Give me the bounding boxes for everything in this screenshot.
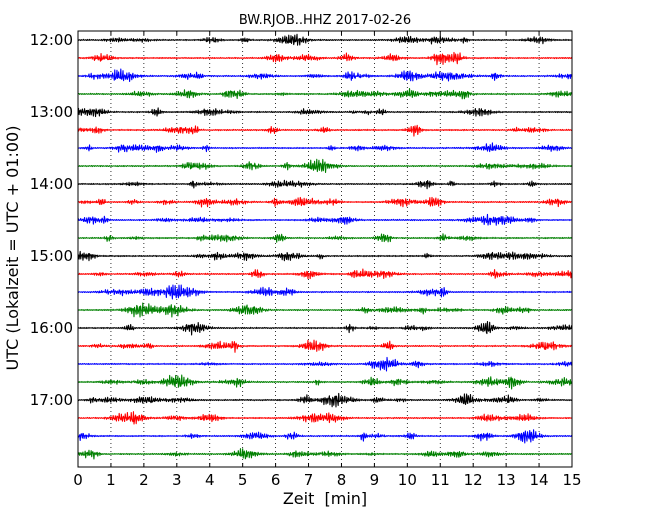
seismic-trace-1445: [77, 233, 573, 243]
seismic-trace-1330: [77, 142, 573, 153]
seismic-trace-1430: [77, 213, 573, 226]
seismic-trace-1745: [77, 448, 573, 460]
x-tick-label: 15: [562, 471, 581, 489]
y-tick-label: 17:00: [30, 391, 73, 409]
x-tick-label: 7: [304, 471, 314, 489]
y-tick-label: 13:00: [30, 103, 73, 121]
x-tick-label: 11: [431, 471, 450, 489]
x-tick-label: 3: [172, 471, 182, 489]
x-tick-label: 4: [205, 471, 215, 489]
x-tick-label: 9: [370, 471, 380, 489]
seismic-trace-1715: [77, 411, 573, 425]
seismic-trace-1615: [77, 339, 573, 353]
y-tick-label: 15:00: [30, 247, 73, 265]
seismic-trace-1700: [77, 392, 573, 408]
y-tick-label: 16:00: [30, 319, 73, 337]
seismic-trace-1645: [77, 374, 573, 390]
x-tick-label: 13: [497, 471, 516, 489]
x-tick-label: 5: [238, 471, 248, 489]
seismic-trace-1500: [77, 250, 573, 262]
x-tick-label: 14: [530, 471, 549, 489]
seismic-trace-1345: [77, 158, 573, 174]
axis-ticks: 0 1 2 3 4 5 6 7 8 9 10 11 12 13 14 1512:0013:0014:0015:…: [30, 31, 582, 489]
seismic-trace-1515: [77, 268, 573, 280]
seismic-trace-1215: [77, 51, 573, 66]
y-tick-label: 12:00: [30, 31, 73, 49]
seismic-trace-1730: [77, 429, 573, 444]
x-axis-label: Zeit [min]: [283, 489, 367, 508]
y-tick-label: 14:00: [30, 175, 73, 193]
seismic-traces: [77, 33, 573, 460]
y-axis-label: UTC (Lokalzeit = UTC + 01:00): [3, 126, 22, 371]
seismic-trace-1230: [77, 68, 573, 83]
seismic-trace-1200: [77, 33, 573, 46]
seismic-trace-1600: [77, 321, 573, 336]
x-tick-label: 6: [271, 471, 281, 489]
x-tick-label: 0: [73, 471, 83, 489]
seismic-trace-1300: [77, 107, 573, 118]
plot-frame: [77, 30, 573, 468]
x-tick-label: 12: [464, 471, 483, 489]
grid-lines: [110, 31, 540, 467]
seismic-trace-1415: [77, 196, 573, 208]
x-tick-label: 1: [106, 471, 116, 489]
x-tick-label: 8: [337, 471, 347, 489]
seismic-trace-1315: [77, 124, 573, 137]
x-tick-label: 2: [139, 471, 149, 489]
seismic-trace-1630: [77, 356, 573, 372]
seismic-trace-1400: [77, 179, 573, 190]
x-tick-label: 10: [398, 471, 417, 489]
seismic-trace-1530: [77, 284, 573, 300]
chart-title: BW.RJOB..HHZ 2017-02-26: [239, 13, 411, 28]
seismic-trace-1245: [77, 88, 573, 100]
seismic-trace-1545: [77, 302, 573, 318]
